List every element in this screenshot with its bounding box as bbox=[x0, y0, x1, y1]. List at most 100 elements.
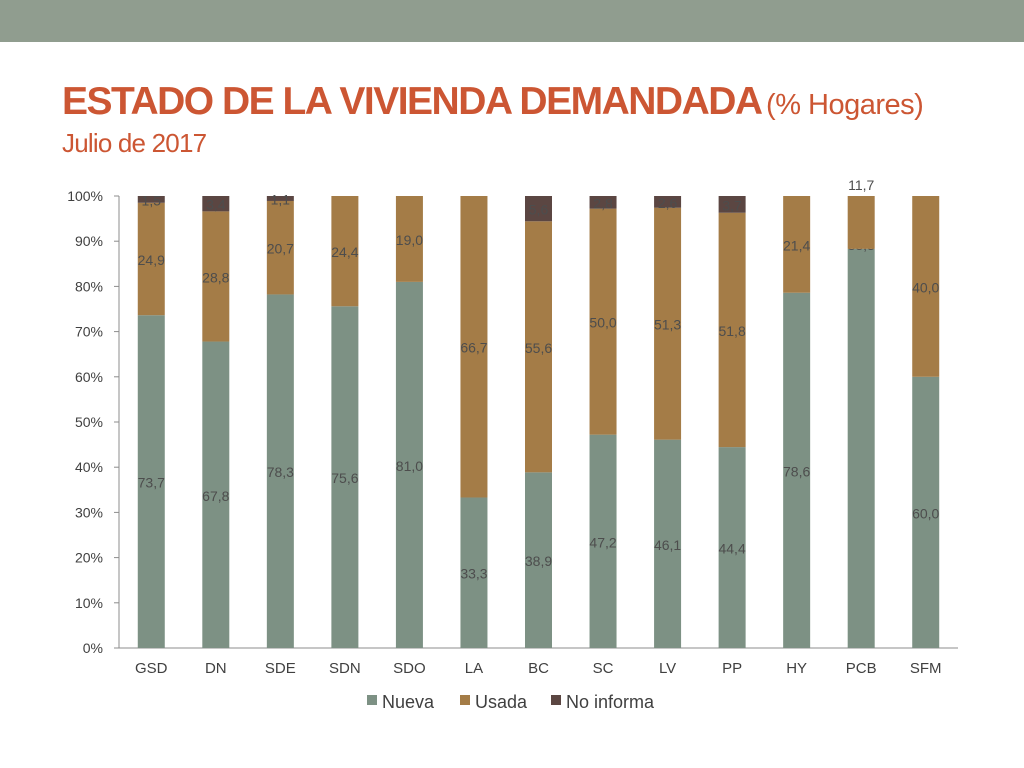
y-tick-label: 30% bbox=[75, 504, 103, 520]
title-suffix: (% Hogares) bbox=[766, 89, 924, 121]
x-tick-label: LA bbox=[465, 660, 483, 677]
data-label: 44,4 bbox=[718, 541, 745, 557]
data-label: 24,4 bbox=[331, 244, 358, 260]
bar-segment bbox=[202, 211, 230, 342]
bar-segment bbox=[912, 376, 940, 648]
legend-label: Nueva bbox=[382, 692, 435, 712]
bar-segment bbox=[525, 472, 552, 648]
bar-segment bbox=[654, 207, 682, 440]
data-label: 3,7 bbox=[722, 197, 742, 213]
bar-segment bbox=[718, 447, 746, 648]
y-tick-label: 60% bbox=[75, 369, 103, 385]
y-tick-label: 100% bbox=[67, 188, 103, 204]
x-tick-label: LV bbox=[659, 660, 676, 677]
data-label: 21,4 bbox=[783, 237, 810, 253]
bar-segment bbox=[137, 196, 165, 203]
data-label: 51,3 bbox=[654, 317, 681, 333]
bar-segment bbox=[847, 196, 875, 249]
y-tick-label: 90% bbox=[75, 233, 103, 249]
x-tick-label: SDE bbox=[265, 660, 296, 677]
bar-segment bbox=[654, 196, 682, 208]
bar-segment bbox=[654, 439, 682, 648]
bar-segment bbox=[460, 196, 488, 498]
data-label: 40,0 bbox=[912, 279, 939, 295]
data-label: 67,8 bbox=[202, 488, 229, 504]
bar-segment bbox=[525, 196, 552, 222]
data-label: 46,1 bbox=[654, 537, 681, 553]
bar-segment bbox=[718, 212, 746, 448]
bar-segment bbox=[395, 281, 423, 648]
legend-label: No informa bbox=[566, 692, 655, 712]
data-label: 60,0 bbox=[912, 505, 939, 521]
legend-label: Usada bbox=[475, 692, 528, 712]
data-label: 1,1 bbox=[271, 191, 291, 207]
data-label: 38,9 bbox=[525, 553, 552, 569]
data-label: 2,6 bbox=[658, 195, 678, 211]
bar-segment bbox=[589, 434, 617, 648]
bar-segment bbox=[202, 341, 230, 648]
data-label: 78,3 bbox=[267, 464, 294, 480]
bar-segment bbox=[137, 315, 165, 648]
data-label: 5,6 bbox=[529, 202, 549, 218]
y-tick-label: 40% bbox=[75, 459, 103, 475]
data-label: 73,7 bbox=[138, 475, 165, 491]
y-tick-label: 70% bbox=[75, 324, 103, 340]
bar-segment bbox=[266, 294, 294, 648]
data-label: 51,8 bbox=[718, 323, 745, 339]
x-tick-label: DN bbox=[205, 660, 227, 677]
top-band bbox=[0, 0, 1024, 42]
bar-segment bbox=[783, 196, 811, 293]
data-label: 78,6 bbox=[783, 463, 810, 479]
x-tick-label: SC bbox=[593, 660, 614, 677]
bar-segment bbox=[912, 196, 940, 377]
data-label: 75,6 bbox=[331, 470, 358, 486]
x-tick-label: SFM bbox=[910, 660, 942, 677]
x-tick-label: GSD bbox=[135, 660, 168, 677]
bar-segment bbox=[202, 196, 230, 212]
bar-segment bbox=[589, 208, 617, 435]
title-main: ESTADO DE LA VIVIENDA DEMANDADA bbox=[62, 80, 763, 123]
bar-segment bbox=[331, 196, 359, 307]
bar-segment bbox=[266, 200, 294, 295]
data-label: 1,5 bbox=[142, 192, 162, 208]
data-label: 20,7 bbox=[267, 241, 294, 257]
data-label: 24,9 bbox=[138, 252, 165, 268]
data-label: 2,8 bbox=[593, 195, 613, 211]
bar-segment bbox=[847, 248, 875, 648]
bar-segment bbox=[783, 292, 811, 648]
y-tick-label: 0% bbox=[83, 640, 103, 656]
bar-segment bbox=[266, 196, 294, 201]
x-tick-label: PCB bbox=[846, 660, 877, 677]
bar-segment bbox=[331, 306, 359, 648]
y-tick-label: 10% bbox=[75, 595, 103, 611]
data-label: 11,7 bbox=[848, 177, 874, 193]
data-label: 47,2 bbox=[589, 534, 616, 550]
bar-segment bbox=[395, 196, 423, 282]
x-tick-label: SDO bbox=[393, 660, 426, 677]
bar-segment bbox=[460, 497, 488, 648]
legend-swatch bbox=[460, 695, 470, 705]
y-tick-label: 50% bbox=[75, 414, 103, 430]
y-tick-label: 20% bbox=[75, 550, 103, 566]
bar-segment bbox=[589, 196, 617, 209]
data-label: 81,0 bbox=[396, 458, 423, 474]
y-tick-label: 80% bbox=[75, 278, 103, 294]
legend-swatch bbox=[551, 695, 561, 705]
x-tick-label: HY bbox=[786, 660, 807, 677]
data-label: 50,0 bbox=[589, 315, 616, 331]
bar-segment bbox=[137, 202, 165, 316]
data-label: 55,6 bbox=[525, 340, 552, 356]
legend-swatch bbox=[367, 695, 377, 705]
slide-title: ESTADO DE LA VIVIENDA DEMANDADA (% Hogar… bbox=[62, 80, 1012, 159]
data-label: 19,0 bbox=[396, 232, 423, 248]
data-label: 33,3 bbox=[460, 566, 487, 582]
x-tick-label: PP bbox=[722, 660, 742, 677]
data-label: 3,4 bbox=[206, 197, 226, 213]
data-label: 66,7 bbox=[460, 340, 487, 356]
data-label: 28,8 bbox=[202, 269, 229, 285]
bar-segment bbox=[718, 196, 746, 213]
bar-segment bbox=[525, 221, 552, 473]
x-tick-label: BC bbox=[528, 660, 549, 677]
subtitle: Julio de 2017 bbox=[62, 128, 207, 158]
